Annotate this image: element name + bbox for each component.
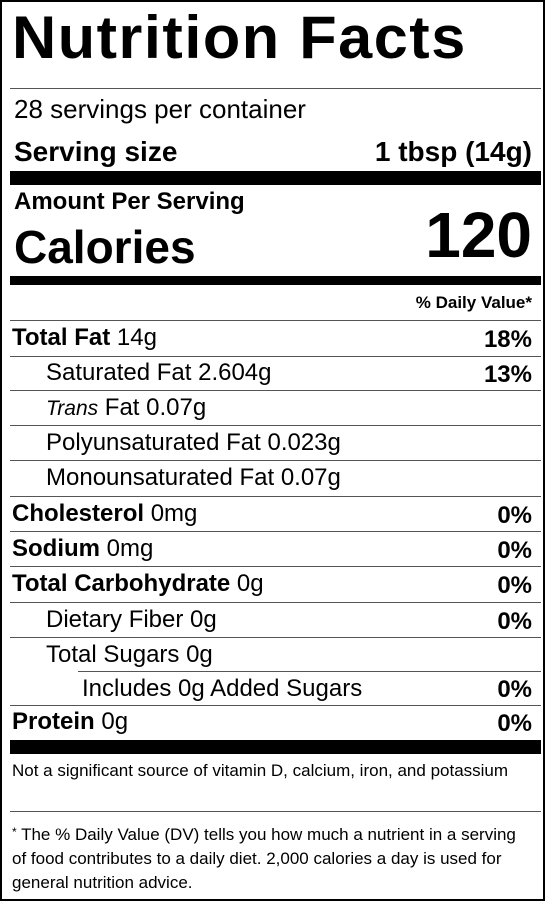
nutrient-amount: 0g xyxy=(101,708,129,735)
divider-line xyxy=(10,425,541,426)
divider-line xyxy=(10,811,541,812)
divider-line xyxy=(10,356,541,357)
divider-line xyxy=(10,602,541,603)
amount-per-serving: Amount Per Serving xyxy=(14,188,245,215)
nutrient-name: Total Fat xyxy=(12,324,111,351)
nutrient-amount: 0mg xyxy=(106,535,154,562)
polyunsaturated-fat-row: Polyunsaturated Fat 0.023g xyxy=(46,429,341,457)
serving-size-label: Serving size xyxy=(14,136,178,167)
serving-size-value: 1 tbsp (14g) xyxy=(374,136,532,167)
medium-divider xyxy=(10,276,541,285)
total-carbohydrate-dv: 0% xyxy=(497,572,532,599)
nutrient-name: Total Sugars xyxy=(46,641,180,668)
nutrient-amount: 14g xyxy=(116,324,157,351)
divider-line xyxy=(10,320,541,321)
saturated-fat-row: Saturated Fat 2.604g xyxy=(46,359,272,387)
added-sugars-row: Includes 0g Added Sugars xyxy=(82,675,362,703)
total-carbohydrate-row: Total Carbohydrate 0g xyxy=(12,570,264,598)
thick-divider xyxy=(10,171,541,185)
sodium-row: Sodium 0mg xyxy=(12,535,153,563)
divider-line xyxy=(10,531,541,532)
nutrient-name: Polyunsaturated Fat xyxy=(46,429,261,456)
daily-value-footnote: * The % Daily Value (DV) tells you how m… xyxy=(12,820,532,895)
asterisk: * xyxy=(12,825,17,839)
dietary-fiber-row: Dietary Fiber 0g xyxy=(46,606,217,634)
divider-line xyxy=(10,460,541,461)
daily-value-footnote-text: The % Daily Value (DV) tells you how muc… xyxy=(12,825,516,892)
nutrient-name: Dietary Fiber xyxy=(46,606,184,633)
nutrient-prefix: Trans xyxy=(46,397,99,420)
label-title: Nutrition Facts xyxy=(12,4,467,71)
divider-line xyxy=(10,705,541,706)
nutrient-amount: 0.07g xyxy=(146,394,207,421)
nutrient-amount: 0.07g xyxy=(280,464,341,491)
divider-line xyxy=(10,88,541,89)
nutrient-name: Fat xyxy=(104,394,140,421)
micronutrient-footnote: Not a significant source of vitamin D, c… xyxy=(12,761,509,780)
total-fat-row: Total Fat 14g xyxy=(12,324,157,352)
nutrient-name: Sodium xyxy=(12,535,100,562)
trans-fat-row: Trans Fat 0.07g xyxy=(46,394,206,422)
daily-value-header: % Daily Value* xyxy=(415,293,532,312)
total-sugars-row: Total Sugars 0g xyxy=(46,641,213,669)
nutrient-name: Includes 0g Added Sugars xyxy=(82,675,363,702)
nutrient-amount: 0g xyxy=(186,641,213,668)
monounsaturated-fat-row: Monounsaturated Fat 0.07g xyxy=(46,464,341,492)
protein-row: Protein 0g xyxy=(12,708,128,736)
total-fat-dv: 18% xyxy=(483,326,532,353)
nutrient-amount: 0g xyxy=(236,570,264,597)
thick-divider xyxy=(10,740,541,754)
divider-line xyxy=(10,390,541,391)
nutrient-name: Saturated Fat xyxy=(46,359,192,386)
divider-line xyxy=(10,566,541,567)
nutrient-name: Cholesterol xyxy=(12,500,145,527)
nutrient-amount: 0mg xyxy=(150,500,198,527)
saturated-fat-dv: 13% xyxy=(483,361,532,388)
cholesterol-dv: 0% xyxy=(497,502,532,529)
calories-value: 120 xyxy=(425,199,532,271)
protein-dv: 0% xyxy=(497,710,532,737)
calories-label: Calories xyxy=(14,221,196,273)
servings-per-container: 28 servings per container xyxy=(14,94,306,124)
added-sugars-dv: 0% xyxy=(497,676,532,703)
nutrient-name: Monounsaturated Fat xyxy=(46,464,275,491)
nutrient-amount: 2.604g xyxy=(198,359,272,386)
divider-line xyxy=(10,496,541,497)
cholesterol-row: Cholesterol 0mg xyxy=(12,500,197,528)
nutrient-name: Protein xyxy=(12,708,95,735)
sodium-dv: 0% xyxy=(497,537,532,564)
nutrient-name: Total Carbohydrate xyxy=(12,570,231,597)
divider-line xyxy=(10,637,541,638)
divider-line xyxy=(78,671,541,672)
nutrient-amount: 0.023g xyxy=(267,429,341,456)
dietary-fiber-dv: 0% xyxy=(497,608,532,635)
nutrient-amount: 0g xyxy=(190,606,217,633)
